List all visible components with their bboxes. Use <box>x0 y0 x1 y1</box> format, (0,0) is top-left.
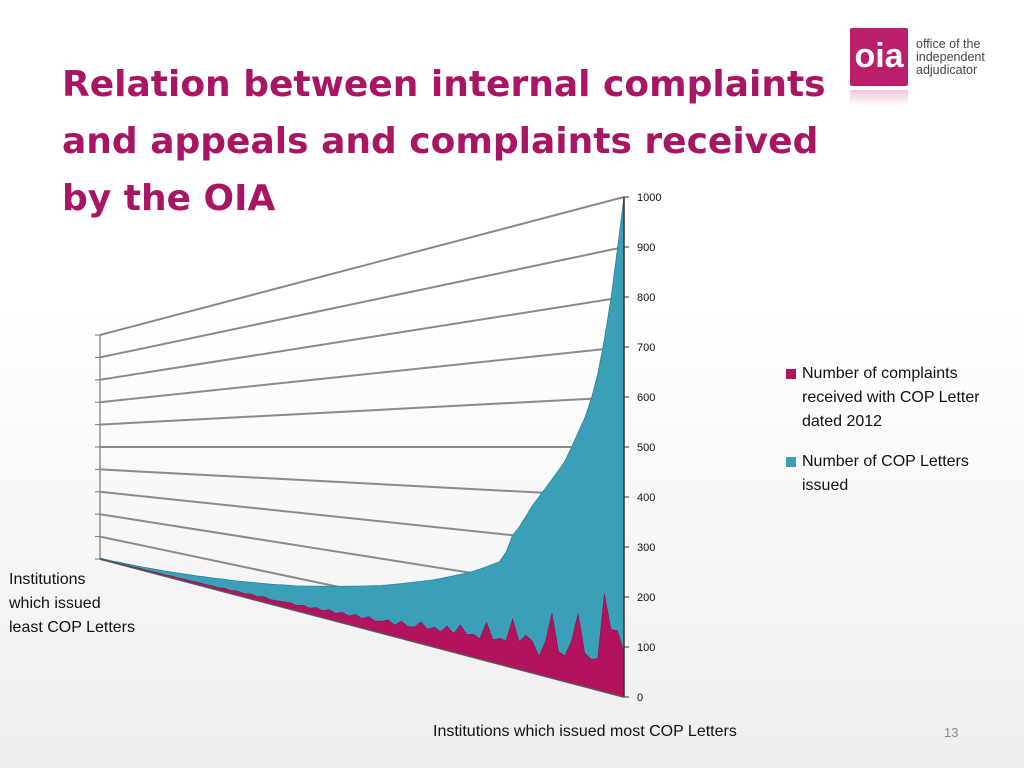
gridline-600 <box>99 396 625 426</box>
legend-item-cop-letters: Number of COP Letters issued <box>786 450 986 498</box>
gridline-800 <box>99 296 625 381</box>
y-tick-label-100: 100 <box>637 642 655 654</box>
logo-mark: oia <box>850 28 908 86</box>
legend-swatch-complaints <box>786 369 796 379</box>
logo-text: office of the independent adjudicator <box>916 38 985 77</box>
gridline-700 <box>99 346 625 404</box>
logo-line-1: office of the <box>916 37 981 51</box>
y-tick-label-400: 400 <box>637 492 655 504</box>
y-tick-label-1000: 1000 <box>637 192 661 204</box>
y-tick-label-800: 800 <box>637 292 655 304</box>
logo-line-3: adjudicator <box>916 63 978 77</box>
gridline-400 <box>99 468 625 498</box>
chart-legend: Number of complaints received with COP L… <box>786 362 986 514</box>
gridline-1000 <box>99 196 625 336</box>
slide-title: Relation between internal complaints and… <box>62 64 826 219</box>
chart-3d-area: 0 100 200 300 400 500 600 700 800 900 1000 <box>95 192 661 704</box>
y-tick-label-700: 700 <box>637 342 655 354</box>
floor-edge <box>99 558 625 698</box>
y-tick-label-500: 500 <box>637 442 655 454</box>
y-tick-label-200: 200 <box>637 592 655 604</box>
chart-tick-labels: 0 100 200 300 400 500 600 700 800 900 1000 <box>637 192 661 704</box>
chart-axis <box>99 196 629 698</box>
legend-label-cop-letters: Number of COP Letters issued <box>802 453 969 494</box>
left-axis-label: Institutions which issued least COP Lett… <box>9 571 135 636</box>
page-number: 13 <box>944 725 959 740</box>
oia-logo: oia office of the independent adjudicato… <box>850 28 1000 108</box>
legend-label-complaints: Number of complaints received with COP L… <box>802 365 980 430</box>
gridline-900 <box>99 246 625 359</box>
bottom-axis-label: Institutions which issued most COP Lette… <box>433 723 737 740</box>
y-tick-label-0: 0 <box>637 692 643 704</box>
legend-swatch-cop-letters <box>786 457 796 467</box>
y-tick-label-600: 600 <box>637 392 655 404</box>
legend-item-complaints: Number of complaints received with COP L… <box>786 362 986 434</box>
y-tick-label-300: 300 <box>637 542 655 554</box>
y-tick-label-900: 900 <box>637 242 655 254</box>
area-series-cop-letters <box>99 196 625 698</box>
logo-line-2: independent <box>916 50 985 64</box>
logo-reflection <box>850 90 908 106</box>
